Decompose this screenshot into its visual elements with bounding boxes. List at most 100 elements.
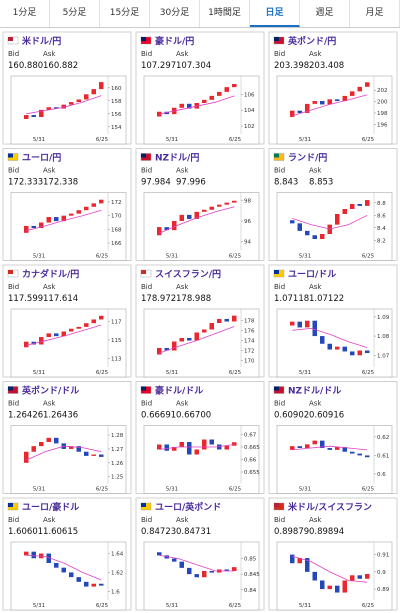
moving-average — [292, 445, 368, 451]
bid-value: 178.972 — [141, 294, 176, 304]
y-tick-label: 0.62 — [377, 435, 389, 441]
candle — [224, 569, 229, 571]
y-tick-label: 196 — [377, 122, 388, 128]
x-date-label: 5/31 — [299, 487, 311, 493]
chart-frame — [10, 75, 127, 145]
ask-value: 1.07122 — [309, 294, 344, 304]
bid-label: Bid — [274, 167, 285, 175]
x-date-label: 5/31 — [33, 254, 45, 260]
candle — [350, 575, 355, 581]
bid-value: 1.60601 — [8, 527, 43, 537]
candle — [99, 199, 104, 204]
y-tick-label: 176 — [244, 329, 255, 335]
candle — [320, 336, 325, 344]
candle — [194, 449, 199, 455]
moving-average — [26, 324, 102, 346]
timeframe-tab[interactable]: 日足 — [250, 0, 300, 27]
candle — [54, 107, 59, 109]
y-tick-label: 1.07 — [377, 353, 390, 359]
candle — [46, 437, 51, 442]
chart-frame — [10, 308, 127, 378]
ask-value: 1.26436 — [43, 411, 78, 421]
candle — [31, 446, 36, 452]
y-tick-label: 8.4 — [377, 226, 386, 232]
timeframe-tab[interactable]: 週足 — [300, 0, 350, 27]
candle — [365, 200, 370, 206]
candle — [335, 214, 340, 225]
timeframe-tab[interactable]: 15分足 — [100, 0, 150, 27]
candle — [217, 319, 222, 323]
candle — [357, 86, 362, 92]
candle — [305, 230, 310, 236]
pair-name: 英ポンド/円 — [287, 35, 336, 47]
candle — [312, 571, 317, 581]
candle — [342, 447, 347, 452]
ask-value: 0.66700 — [176, 411, 211, 421]
x-date-label: 6/25 — [362, 603, 375, 609]
candle — [187, 442, 192, 455]
bid-label: Bid — [141, 400, 152, 408]
candle — [350, 451, 355, 454]
x-date-label: 6/25 — [96, 487, 109, 493]
candle — [335, 99, 340, 102]
candle — [342, 95, 347, 102]
moving-average — [26, 95, 102, 115]
candle — [232, 83, 237, 88]
candle — [31, 115, 36, 118]
candle — [39, 109, 44, 118]
candle — [54, 437, 59, 444]
y-tick-label: 1.64 — [111, 552, 124, 558]
candle — [84, 323, 89, 327]
candle — [76, 446, 81, 452]
candle — [194, 211, 199, 219]
candle — [84, 206, 89, 211]
timeframe-tab[interactable]: 1分足 — [0, 0, 50, 27]
x-date-label: 5/31 — [33, 487, 45, 493]
candle — [327, 585, 332, 590]
ask-value: 0.84731 — [176, 527, 211, 537]
timeframe-tab[interactable]: 月足 — [350, 0, 400, 27]
flag — [8, 503, 13, 507]
candle — [232, 315, 237, 322]
moving-average — [292, 214, 368, 230]
candle — [179, 442, 184, 447]
y-tick-label: 113 — [111, 356, 122, 362]
flag — [274, 270, 279, 274]
timeframe-tab[interactable]: 30分足 — [150, 0, 200, 27]
y-tick-label: 202 — [377, 88, 388, 94]
candle — [91, 454, 96, 456]
ask-label: Ask — [309, 50, 322, 58]
pair-name: ユーロ/英ポンド — [155, 501, 221, 513]
candle — [69, 446, 74, 449]
timeframe-tab[interactable]: 1時間足 — [200, 0, 250, 27]
candle — [76, 210, 81, 214]
x-date-label: 5/31 — [299, 137, 311, 143]
candle — [24, 551, 29, 556]
x-date-label: 5/31 — [166, 254, 178, 260]
moving-average — [292, 327, 368, 348]
candle — [350, 204, 355, 209]
x-date-label: 6/25 — [362, 254, 375, 260]
candle — [297, 446, 302, 449]
timeframe-tab[interactable]: 5分足 — [50, 0, 100, 27]
x-date-label: 5/31 — [166, 487, 178, 493]
candle — [31, 551, 36, 559]
candle — [194, 574, 199, 578]
flag — [8, 153, 13, 158]
tab-bar: 1分足 5分足 15分足 30分足 1時間足 日足 週足 月足 — [0, 0, 400, 28]
